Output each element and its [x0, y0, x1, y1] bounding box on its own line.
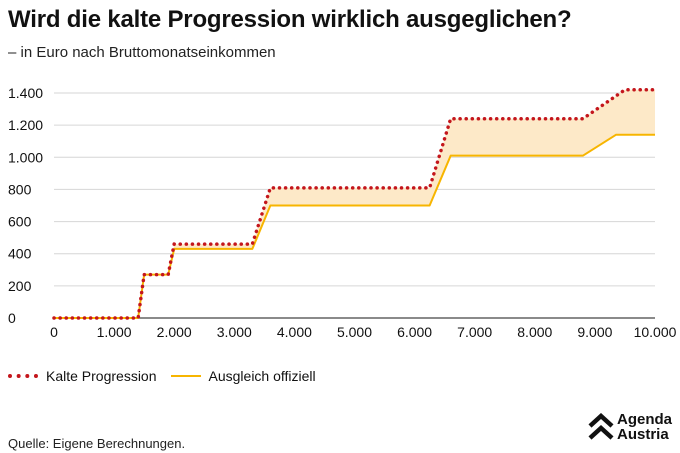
y-tick-label: 600 [8, 214, 32, 230]
x-tick-label: 10.000 [634, 324, 677, 340]
y-tick-label: 1.400 [8, 85, 43, 101]
x-tick-label: 5.000 [337, 324, 372, 340]
x-tick-label: 6.000 [397, 324, 432, 340]
logo-chevron-icon [588, 413, 614, 440]
logo-text: Agenda Austria [617, 412, 672, 442]
x-tick-label: 4.000 [277, 324, 312, 340]
y-tick-label: 1.200 [8, 117, 43, 133]
x-tick-label: 9.000 [577, 324, 612, 340]
logo-line-2: Austria [617, 426, 669, 443]
chart-subtitle: – in Euro nach Bruttomonatseinkommen [8, 44, 276, 61]
series-line-ausgleich-offiziell [54, 133, 655, 319]
y-tick-label: 0 [8, 310, 16, 326]
legend-item-ausgleich-offiziell: Ausgleich offiziell [170, 368, 316, 384]
x-tick-label: 2.000 [157, 324, 192, 340]
legend-item-kalte-progression: Kalte Progression [8, 368, 157, 384]
gap-area [54, 89, 655, 319]
legend-label: Ausgleich offiziell [208, 368, 316, 384]
x-tick-label: 0 [50, 324, 58, 340]
line-chart: 0 200 400 600 800 1.000 1.200 1.400 0 1.000 2.000 3… [8, 85, 677, 340]
logo-line-1: Agenda [617, 411, 673, 428]
x-tick-label: 8.000 [517, 324, 552, 340]
legend-label: Kalte Progression [46, 368, 157, 384]
chart-title: Wird die kalte Progression wirklich ausg… [8, 6, 572, 33]
legend-swatch-kalte-progression [8, 374, 38, 378]
y-tick-label: 1.000 [8, 149, 43, 165]
x-tick-label: 3.000 [217, 324, 252, 340]
x-tick-label: 1.000 [97, 324, 132, 340]
y-tick-label: 400 [8, 246, 32, 262]
series-line-kalte-progression [52, 88, 657, 320]
chart-legend: Kalte Progression Ausgleich offiziell [8, 368, 330, 384]
x-tick-label: 7.000 [457, 324, 492, 340]
source-note: Quelle: Eigene Berechnungen. [8, 436, 186, 451]
legend-swatch-ausgleich-offiziell [170, 375, 201, 377]
agenda-austria-logo: Agenda Austria [588, 412, 672, 442]
y-tick-label: 200 [8, 278, 32, 294]
y-tick-label: 800 [8, 181, 32, 197]
